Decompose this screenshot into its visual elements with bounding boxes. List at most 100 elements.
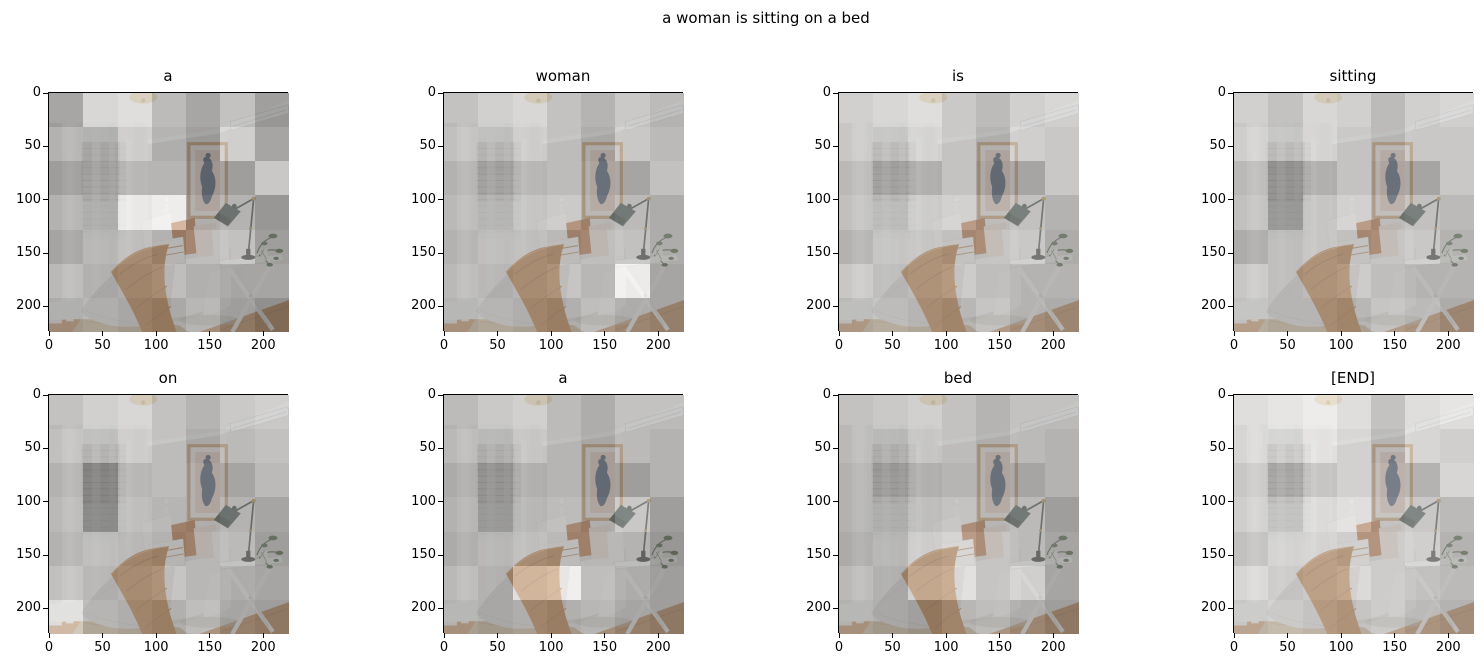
- attention-cell: [615, 599, 650, 634]
- attention-cell: [444, 195, 479, 230]
- attention-cell: [478, 93, 513, 128]
- attention-cell: [1336, 463, 1372, 498]
- attention-cell: [117, 497, 152, 532]
- y-tick-label: 200: [1201, 600, 1226, 616]
- attention-cell: [444, 599, 479, 634]
- attention-cell: [1371, 127, 1406, 162]
- attention-cell: [649, 161, 684, 196]
- attention-cell: [907, 395, 942, 430]
- attention-cell: [478, 161, 513, 196]
- attention-cell: [546, 463, 582, 498]
- attention-cell: [151, 463, 187, 498]
- attention-cell: [581, 599, 616, 634]
- y-tick-label: 0: [822, 85, 831, 100]
- attention-cell: [1336, 395, 1372, 430]
- subplot-title: [END]: [1331, 369, 1375, 387]
- attention-cell: [1268, 395, 1303, 430]
- subplot-title: woman: [535, 67, 591, 85]
- attention-cell: [186, 599, 221, 634]
- attention-cell: [546, 599, 582, 634]
- attention-cell: [254, 297, 289, 332]
- attention-cell: [254, 599, 289, 634]
- attention-cell: [220, 497, 255, 532]
- attention-cell: [49, 497, 84, 532]
- attention-cell: [1405, 463, 1440, 498]
- attention-cell: [1405, 429, 1440, 464]
- attention-cell: [444, 497, 479, 532]
- x-tick-mark: [1287, 633, 1289, 638]
- attention-cell: [1405, 497, 1440, 532]
- attention-overlay: [444, 93, 684, 332]
- attention-cell: [1439, 531, 1474, 566]
- y-tick-mark: [438, 145, 443, 148]
- attention-cell: [976, 93, 1011, 128]
- subplot-title: a: [558, 369, 568, 387]
- attention-cell: [1405, 599, 1440, 634]
- x-tick-label: 150: [1382, 338, 1408, 353]
- y-tick-mark: [438, 447, 443, 450]
- attention-cell: [1010, 497, 1045, 532]
- attention-cell: [907, 429, 942, 464]
- attention-cell: [117, 565, 152, 600]
- attention-cell: [1439, 429, 1474, 464]
- y-tick-mark: [438, 607, 443, 610]
- attention-cell: [1439, 263, 1474, 298]
- y-tick-mark: [438, 92, 443, 94]
- attention-cell: [873, 395, 908, 430]
- attention-cell: [546, 229, 582, 264]
- attention-cell: [839, 161, 874, 196]
- x-tick-mark: [443, 633, 445, 638]
- attention-cell: [581, 195, 616, 230]
- attention-cell: [1268, 531, 1303, 566]
- y-tick-mark: [1228, 394, 1233, 396]
- attention-cell: [649, 229, 684, 264]
- attention-cell: [941, 229, 977, 264]
- attention-cell: [151, 229, 187, 264]
- attention-cell: [941, 497, 977, 532]
- x-tick-label: 0: [439, 640, 449, 655]
- attention-cell: [1405, 565, 1440, 600]
- attention-cell: [1439, 565, 1474, 600]
- y-tick-mark: [438, 199, 443, 201]
- attention-cell: [1234, 263, 1269, 298]
- attention-cell: [254, 463, 289, 498]
- attention-cell: [1439, 463, 1474, 498]
- attention-cell: [49, 127, 84, 162]
- attention-cell: [49, 531, 84, 566]
- x-tick-mark: [838, 331, 840, 336]
- attention-cell: [1044, 565, 1079, 600]
- attention-cell: [873, 599, 908, 634]
- attention-cell: [1010, 531, 1045, 566]
- y-tick-label: 150: [411, 547, 436, 563]
- attention-cell: [478, 195, 513, 230]
- attention-cell: [83, 565, 118, 600]
- attention-cell: [873, 195, 908, 230]
- attention-cell: [151, 93, 187, 128]
- y-tick-label: 200: [1201, 298, 1226, 314]
- attention-cell: [1439, 127, 1474, 162]
- x-tick-label: 200: [1040, 338, 1066, 353]
- x-tick-mark: [550, 331, 552, 336]
- axes: 0 50 100 150 200 0 50 100 150 200: [16, 387, 289, 655]
- y-tick-label: 0: [32, 85, 41, 100]
- attention-overlay: [1234, 395, 1474, 634]
- attention-cell: [220, 429, 255, 464]
- attention-overlay: [444, 395, 684, 634]
- y-tick-mark: [833, 305, 838, 308]
- x-tick-mark: [48, 331, 50, 336]
- attention-cell: [581, 229, 616, 264]
- attention-cell: [615, 127, 650, 162]
- attention-cell: [581, 263, 616, 298]
- y-tick-label: 50: [814, 440, 831, 456]
- y-tick-label: 100: [806, 191, 831, 207]
- attention-cell: [1405, 161, 1440, 196]
- attention-cell: [186, 297, 221, 332]
- attention-cell: [941, 395, 977, 430]
- attention-cell: [839, 565, 874, 600]
- attention-cell: [83, 531, 118, 566]
- y-tick-label: 0: [427, 387, 436, 402]
- attention-cell: [117, 599, 152, 634]
- attention-cell: [512, 229, 547, 264]
- attention-cell: [512, 263, 547, 298]
- x-tick-mark: [945, 331, 947, 336]
